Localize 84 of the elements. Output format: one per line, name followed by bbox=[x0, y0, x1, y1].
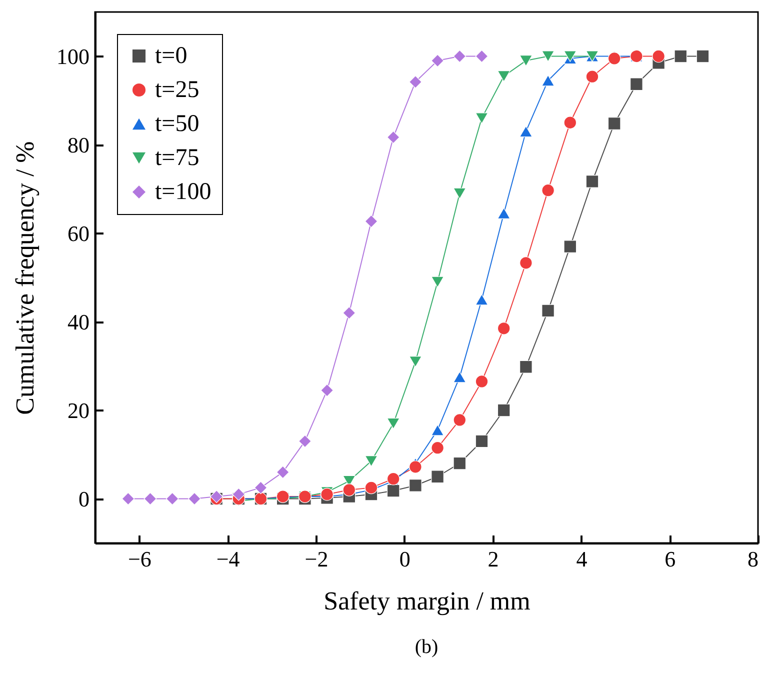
point bbox=[497, 322, 510, 335]
point bbox=[453, 456, 466, 470]
point bbox=[497, 404, 510, 417]
point bbox=[453, 371, 466, 383]
point bbox=[409, 460, 422, 474]
y-tick-label: 60 bbox=[68, 220, 90, 246]
legend-label: t=50 bbox=[155, 111, 200, 137]
point bbox=[497, 70, 510, 82]
point bbox=[608, 117, 621, 130]
point bbox=[630, 78, 643, 91]
point bbox=[586, 70, 599, 84]
point bbox=[364, 481, 378, 494]
point bbox=[342, 483, 356, 496]
point bbox=[520, 126, 532, 138]
point bbox=[386, 484, 400, 498]
point bbox=[386, 130, 400, 144]
point bbox=[386, 418, 400, 430]
point bbox=[542, 50, 554, 62]
point bbox=[320, 488, 334, 501]
point bbox=[520, 360, 532, 374]
point bbox=[320, 384, 334, 397]
y-tick-label: 80 bbox=[68, 132, 90, 158]
point bbox=[564, 116, 577, 130]
y-axis-title: Cumulative frequency / % bbox=[10, 141, 40, 415]
x-tick-label: 6 bbox=[664, 546, 676, 572]
point bbox=[475, 50, 488, 63]
point bbox=[386, 472, 400, 486]
point bbox=[542, 74, 554, 86]
point bbox=[298, 434, 312, 448]
legend-label: t=75 bbox=[155, 145, 200, 171]
point bbox=[475, 375, 488, 388]
point bbox=[342, 306, 356, 320]
x-axis-title: Safety margin / mm bbox=[324, 586, 530, 616]
point bbox=[431, 424, 444, 436]
point bbox=[696, 50, 710, 63]
point bbox=[431, 54, 444, 68]
point bbox=[453, 50, 466, 63]
point bbox=[652, 50, 665, 63]
legend-label: t=25 bbox=[155, 77, 200, 103]
point bbox=[674, 50, 688, 63]
point bbox=[431, 441, 444, 454]
point bbox=[453, 414, 466, 426]
point bbox=[586, 175, 599, 188]
point bbox=[364, 456, 378, 467]
point bbox=[542, 304, 554, 318]
point bbox=[475, 294, 488, 306]
point bbox=[144, 492, 157, 506]
point bbox=[254, 481, 268, 494]
point bbox=[409, 479, 422, 492]
legend-label: t=0 bbox=[155, 43, 188, 69]
x-tick-label: 2 bbox=[488, 546, 499, 572]
point bbox=[475, 434, 488, 448]
point bbox=[608, 52, 621, 65]
x-tick-label: 4 bbox=[576, 546, 588, 572]
y-tick-label: 20 bbox=[68, 398, 90, 423]
point bbox=[431, 470, 444, 484]
point bbox=[520, 55, 532, 66]
x-tick-label: 8 bbox=[748, 546, 758, 572]
point bbox=[409, 356, 422, 368]
point bbox=[520, 256, 532, 270]
point bbox=[364, 214, 378, 228]
point bbox=[276, 466, 290, 479]
point bbox=[431, 276, 444, 288]
x-tick-label: −2 bbox=[304, 546, 328, 572]
point bbox=[409, 75, 422, 88]
point bbox=[475, 112, 488, 124]
point bbox=[564, 240, 577, 253]
y-tick-label: 0 bbox=[78, 486, 90, 512]
point bbox=[210, 490, 223, 503]
point bbox=[453, 188, 466, 200]
point bbox=[166, 492, 179, 506]
x-tick-label: −6 bbox=[128, 546, 152, 572]
y-tick-label: 40 bbox=[68, 309, 90, 334]
point bbox=[542, 184, 554, 197]
point bbox=[564, 50, 577, 62]
point bbox=[122, 492, 135, 506]
legend-label: t=100 bbox=[155, 179, 212, 205]
x-tick-label: 0 bbox=[399, 546, 410, 572]
point bbox=[188, 492, 201, 506]
y-tick-label: 100 bbox=[56, 44, 90, 69]
point bbox=[497, 208, 510, 219]
point bbox=[232, 488, 246, 501]
x-tick-label: −4 bbox=[216, 546, 240, 572]
text: (b) bbox=[414, 636, 440, 659]
